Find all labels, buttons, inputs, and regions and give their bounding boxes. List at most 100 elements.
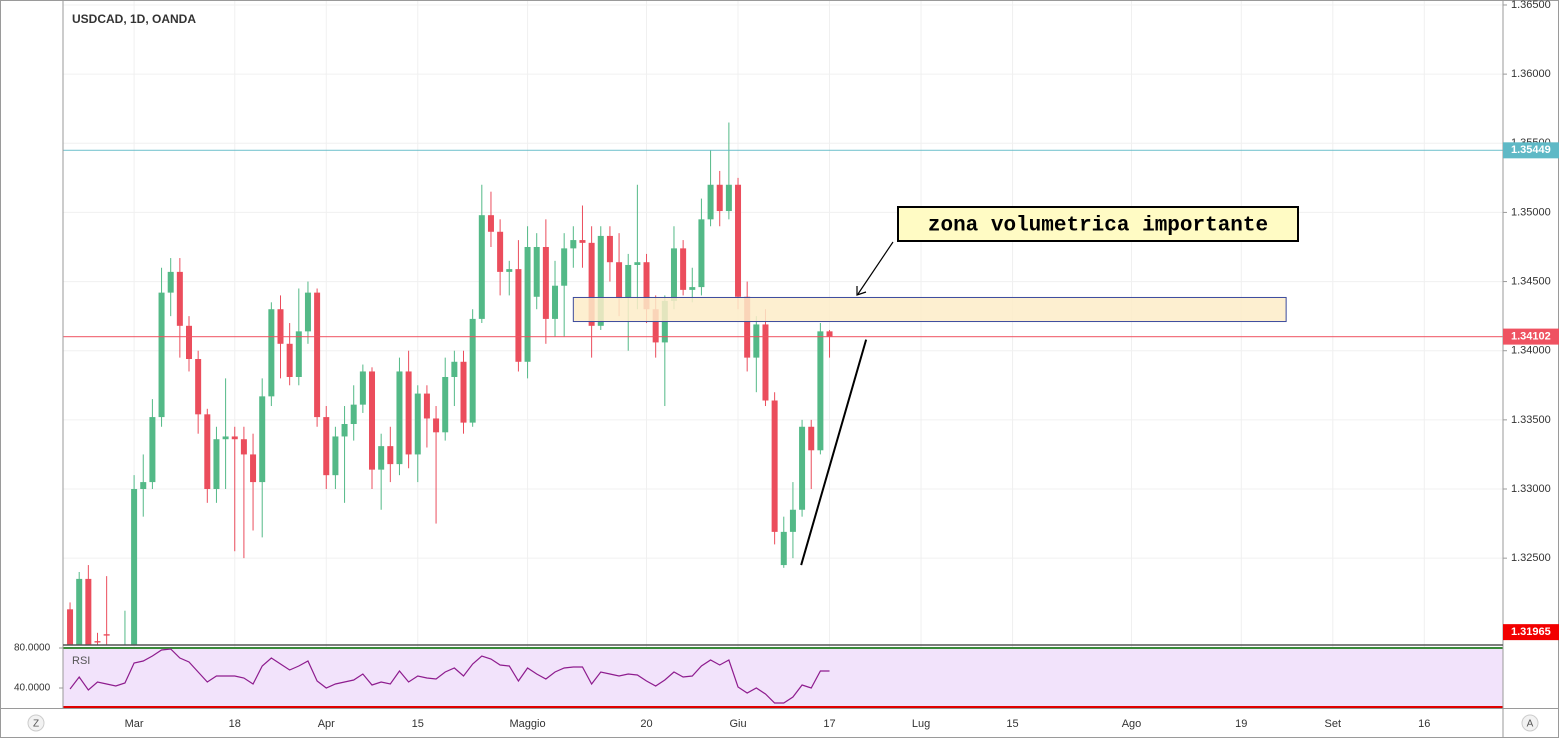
candle-body [780, 531, 787, 566]
candle-body [524, 246, 531, 362]
price-level-tag [1503, 624, 1559, 641]
candle-body [744, 296, 751, 358]
candle-body [515, 269, 522, 362]
candle-body [176, 271, 183, 326]
candle-body [698, 219, 705, 288]
volume-zone [572, 296, 1287, 323]
candle-body [762, 324, 769, 401]
rsi-line [69, 648, 830, 704]
price-level-tag [1503, 142, 1559, 159]
x-tick-label: Lug [912, 718, 930, 730]
price-level-tag [1503, 328, 1559, 345]
annotation-arrowhead [856, 286, 867, 296]
candle-body [771, 400, 778, 532]
candle-body [725, 184, 732, 212]
annotation-text: zona volumetrica importante [928, 215, 1268, 238]
y-tick-label: 1.36000 [1511, 68, 1551, 80]
candle-body [240, 439, 247, 455]
x-tick-label: 15 [1006, 718, 1018, 730]
candle-body [497, 231, 504, 272]
x-tick-label: 15 [412, 718, 424, 730]
candle-body [588, 242, 595, 326]
x-tick-label: Giu [729, 718, 746, 730]
candle-body [378, 446, 385, 470]
right-button-label[interactable]: A [1527, 719, 1534, 730]
candle-body [579, 240, 586, 243]
candle-body [304, 292, 311, 332]
candle-body [442, 376, 449, 433]
candle-body [423, 393, 430, 419]
candle-body [268, 309, 275, 397]
trendline [800, 339, 868, 566]
candle-body [94, 641, 101, 643]
x-tick-label: 16 [1418, 718, 1430, 730]
candle-body [332, 436, 339, 476]
candle-body [606, 235, 613, 263]
y-tick-label: 1.36500 [1511, 0, 1551, 11]
candle-body [487, 215, 494, 232]
candle-body [396, 371, 403, 465]
y-tick-label: 1.34000 [1511, 345, 1551, 357]
y-tick-label: 1.35000 [1511, 206, 1551, 218]
candle-body [625, 264, 632, 299]
left-button[interactable] [27, 714, 45, 732]
price-level-label: 1.31965 [1511, 626, 1551, 638]
x-tick-label: Set [1325, 718, 1342, 730]
candle-body [323, 417, 330, 476]
rsi-title: RSI [72, 655, 90, 667]
chart-title: USDCAD, 1D, OANDA [72, 12, 196, 26]
candle-body [817, 331, 824, 451]
candle-body [808, 426, 815, 451]
grid-layer [63, 0, 1503, 708]
candle-body [222, 436, 229, 440]
candle-body [799, 426, 806, 510]
left-button-label[interactable]: Z [33, 719, 39, 730]
candle-body [789, 509, 796, 532]
candle-body [597, 235, 604, 326]
annotation-arrow [857, 241, 894, 295]
candle-body [533, 246, 540, 297]
candle-body [286, 343, 293, 377]
candle-body [689, 287, 696, 290]
candle-body [167, 271, 174, 293]
candle-body [414, 393, 421, 455]
candle-body [469, 318, 476, 423]
candle-body [67, 609, 74, 645]
candle-body [131, 489, 138, 645]
x-tick-label: Apr [318, 718, 335, 730]
right-button[interactable] [1521, 714, 1539, 732]
candle-body [753, 324, 760, 358]
candle-body [652, 309, 659, 343]
x-tick-label: 20 [640, 718, 652, 730]
candle-body [350, 404, 357, 425]
candle-body [570, 240, 577, 249]
candle-body [314, 292, 321, 418]
axis-layer: Mar 18 Apr 15 Maggio 20 Giu 17 Lug 15 Ago 19 Set 16 1.… [14, 0, 1559, 730]
candle-body [561, 248, 568, 286]
candle-body [250, 454, 257, 483]
candle-body [680, 248, 687, 290]
rsi-tick-label: 80.0000 [14, 643, 51, 654]
drawings [63, 149, 1503, 566]
x-tick-label: 18 [229, 718, 241, 730]
candle-body [231, 436, 238, 440]
candle-body [670, 248, 677, 301]
candle-body [735, 184, 742, 297]
candle-body [85, 578, 92, 645]
candle-body [616, 262, 623, 299]
x-tick-label: Mar [125, 718, 144, 730]
y-tick-label: 1.34500 [1511, 275, 1551, 287]
x-tick-label: 17 [823, 718, 835, 730]
candle-body [140, 482, 147, 490]
candle-body [341, 424, 348, 437]
y-tick-label: 1.33500 [1511, 414, 1551, 426]
candle-body [707, 184, 714, 220]
candle-body [643, 262, 650, 310]
candle-body [369, 371, 376, 470]
candle-body [195, 359, 202, 415]
candle-body [826, 331, 833, 337]
candle-body [149, 417, 156, 483]
